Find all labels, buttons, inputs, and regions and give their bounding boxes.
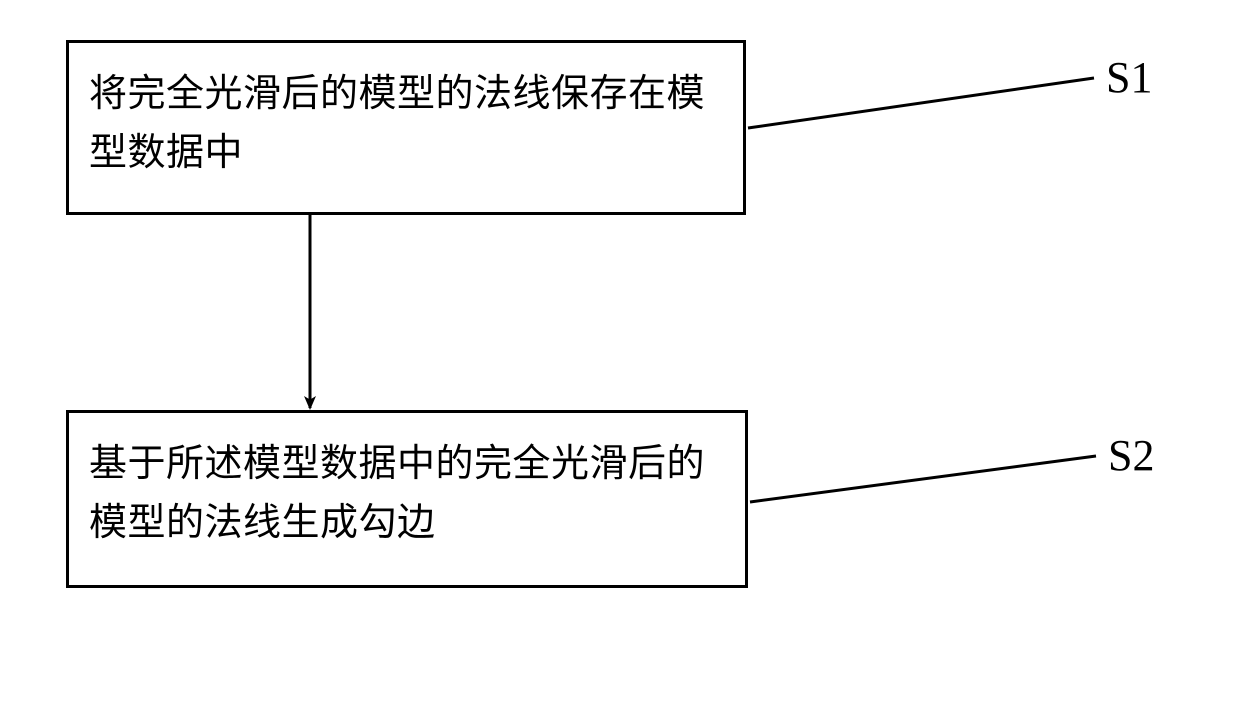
diagram-canvas: 将完全光滑后的模型的法线保存在模型数据中 基于所述模型数据中的完全光滑后的模型的… xyxy=(0,0,1240,717)
step-label-s1: S1 xyxy=(1106,52,1152,103)
flow-node-s2-text: 基于所述模型数据中的完全光滑后的模型的法线生成勾边 xyxy=(89,435,729,553)
flow-node-s1-text: 将完全光滑后的模型的法线保存在模型数据中 xyxy=(89,65,709,183)
step-label-s2: S2 xyxy=(1108,430,1154,481)
label-leader-s2 xyxy=(750,456,1096,502)
label-leader-s1 xyxy=(748,78,1094,128)
flow-node-s2: 基于所述模型数据中的完全光滑后的模型的法线生成勾边 xyxy=(66,410,748,588)
flow-node-s1: 将完全光滑后的模型的法线保存在模型数据中 xyxy=(66,40,746,215)
